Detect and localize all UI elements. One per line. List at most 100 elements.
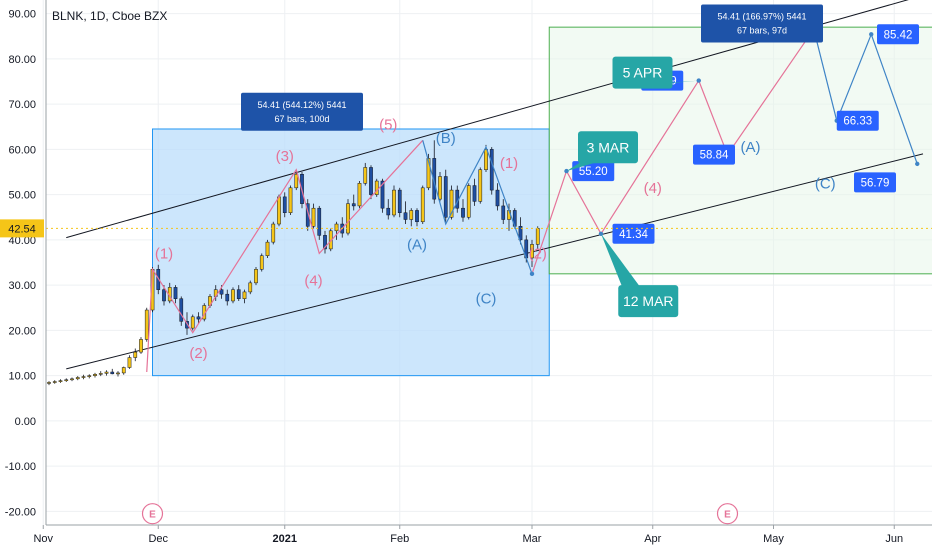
candle-body <box>317 207 322 236</box>
history-box <box>152 128 550 377</box>
candle-body <box>357 183 362 207</box>
candle-body <box>93 374 97 376</box>
candle-body <box>288 187 293 213</box>
candle-body <box>518 226 523 241</box>
candle-body <box>420 187 425 223</box>
wave-label: (1) <box>155 245 173 262</box>
price-tag: 56.79 <box>854 172 896 193</box>
earnings-marker: E <box>141 503 164 525</box>
candle-body <box>259 255 264 270</box>
candle-body <box>443 176 448 218</box>
candle-body <box>231 289 235 302</box>
x-tick-label: Apr <box>644 533 661 545</box>
price-tag-box <box>877 24 919 45</box>
candle-body <box>75 377 80 380</box>
price-tag: 41.34 <box>612 223 655 244</box>
earnings-marker-circle <box>716 503 739 525</box>
y-tick-label: 0.00 <box>15 416 36 428</box>
candle-body <box>64 379 69 381</box>
date-callout: 3 MAR <box>566 131 638 172</box>
candle-body <box>403 212 408 220</box>
y-tick-label: -20.00 <box>5 506 36 518</box>
wave-label: (4) <box>304 273 322 290</box>
price-tag-label: 58.84 <box>700 150 729 162</box>
wave-point <box>915 161 920 167</box>
candle-body <box>363 167 368 184</box>
candle-body <box>144 309 149 340</box>
chart-title: BLNK, 1D, Cboe BZX <box>52 9 167 23</box>
x-axis: Nov Dec 2021 Feb Mar Apr May Jun <box>33 524 932 545</box>
annotations: 55.2041.3475.1958.8486.5566.3385.4256.79… <box>46 4 932 525</box>
candle-body <box>466 185 471 218</box>
x-tick-label: May <box>763 533 784 545</box>
price-tag-label: 56.79 <box>861 177 890 189</box>
candle-body <box>116 372 120 375</box>
x-tick-label: Dec <box>148 533 168 545</box>
candle-body <box>386 207 391 216</box>
candle-body <box>311 207 316 227</box>
wave-label: (C) <box>476 291 497 308</box>
candle-body <box>81 376 86 378</box>
wave-label: (C) <box>815 175 836 192</box>
wave-label: (2) <box>529 245 547 262</box>
candle-body <box>271 223 276 243</box>
candle-body <box>472 185 477 202</box>
candle-body <box>484 149 488 170</box>
price-tag-label: 55.20 <box>579 166 608 178</box>
date-callout-label: 5 APR <box>623 65 663 81</box>
price-tag-label: 85.42 <box>884 29 913 41</box>
candle-body <box>432 158 437 200</box>
y-tick-label: 50.00 <box>8 190 36 202</box>
wave-label: (B) <box>436 130 456 147</box>
candle-body <box>265 241 270 256</box>
y-tick-label: -10.00 <box>5 461 36 473</box>
candle-body <box>98 373 103 375</box>
candle-body <box>346 203 350 234</box>
candle-body <box>190 316 195 329</box>
wave-point <box>529 271 535 277</box>
y-tick-label: 70.00 <box>8 99 36 111</box>
candle-body <box>334 223 339 232</box>
candle-body <box>323 235 327 250</box>
wave-projection-impulse <box>531 28 815 275</box>
wave-label: (1) <box>500 155 518 172</box>
candle-body <box>110 371 115 375</box>
candle-body <box>369 167 373 195</box>
y-axis: 90.00 80.00 70.00 60.00 50.00 40.00 30.00 20.00… <box>0 0 47 525</box>
candle-body <box>162 289 166 302</box>
price-tag-box <box>693 144 735 165</box>
channel-lower-line <box>66 153 924 370</box>
candle-body <box>104 371 109 374</box>
date-callout: 5 APR <box>612 56 699 89</box>
candle-body <box>225 293 230 302</box>
candle-body <box>121 367 126 374</box>
y-tick-label: 20.00 <box>8 325 36 337</box>
date-callout-label: 12 MAR <box>623 293 674 309</box>
wave-projection-correction <box>813 29 918 165</box>
candle-body <box>438 176 442 200</box>
measure-box-line1: 54.41 (544.12%) 5441 <box>257 100 346 110</box>
earnings-marker: E <box>716 503 739 525</box>
candle-body <box>380 180 385 209</box>
wave-history-impulse <box>146 139 424 373</box>
wave-label: (5) <box>379 116 397 133</box>
candle-body <box>236 289 241 299</box>
candle-body <box>305 203 310 227</box>
x-tick-label: 2021 <box>273 533 297 545</box>
y-tick-label: 60.00 <box>8 144 36 156</box>
candle-body <box>415 210 419 223</box>
candle-body <box>219 289 224 295</box>
wave-label: (3) <box>276 148 294 165</box>
price-tag-label: 66.33 <box>843 116 872 128</box>
x-tick-label: Nov <box>33 533 53 545</box>
candle-body <box>426 158 431 189</box>
x-tick-label: Jun <box>885 533 903 545</box>
measure-box-line2: 67 bars, 100d <box>274 114 329 124</box>
candle-body <box>248 282 253 293</box>
wave-point <box>869 32 874 37</box>
candle-body <box>173 287 178 299</box>
wave-label: (A) <box>407 236 427 253</box>
wave-history-correction <box>422 140 533 275</box>
measure-box: 54.41 (544.12%) 5441 67 bars, 100d <box>241 92 363 131</box>
